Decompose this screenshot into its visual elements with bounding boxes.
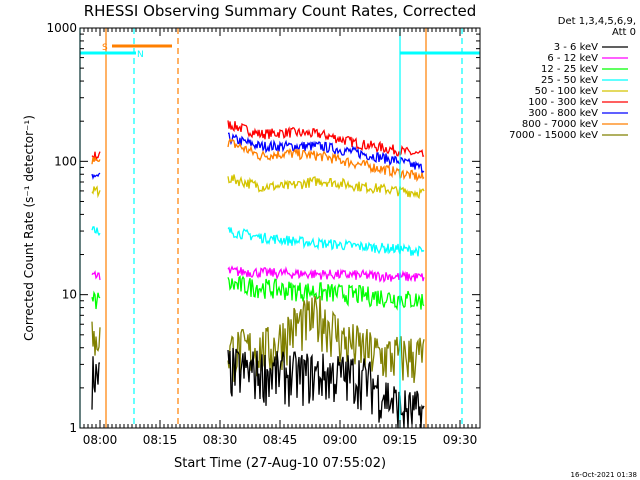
trace-100-300-kev [227,120,425,158]
chart-title: RHESSI Observing Summary Count Rates, Co… [84,2,477,20]
trace-800-7000-kev [227,138,425,183]
data-traces [91,120,425,429]
trace-50-100-kev [227,174,425,200]
legend-entry-label: 300 - 800 keV [528,108,598,119]
y-tick-label: 100 [54,154,77,168]
legend-entry-label: 7000 - 15000 keV [509,130,598,141]
trace-6-12-kev [227,265,425,283]
x-tick-label: 08:45 [263,433,298,447]
trace-7000-15000-kev [91,321,101,356]
trace-25-50-kev [227,226,425,257]
legend-entry-label: 25 - 50 keV [541,75,598,86]
trace-25-50-kev [91,226,101,237]
x-tick-label: 09:15 [383,433,418,447]
trace-3-6-kev [91,356,101,410]
x-axis-label: Start Time (27-Aug-10 07:55:02) [174,456,386,471]
footer-timestamp: 16-Oct-2021 01:38 [571,471,637,479]
legend-entry-label: 800 - 7000 keV [522,119,598,130]
marker-n-label: N [137,50,144,60]
legend-entry-label: 6 - 12 keV [547,53,598,64]
x-tick-label: 08:00 [83,433,118,447]
observing-markers: SN [79,28,480,428]
trace-12-25-kev [227,275,425,311]
legend-entry-label: 50 - 100 keV [535,86,599,97]
y-tick-label: 1000 [46,21,77,35]
x-tick-label: 08:30 [203,433,238,447]
y-axis-label: Corrected Count Rate (s⁻¹ detector⁻¹) [22,115,36,341]
x-tick-label: 09:00 [323,433,358,447]
trace-6-12-kev [91,270,101,281]
trace-300-800-kev [91,172,101,181]
legend-header: Det 1,3,4,5,6,9, [558,16,636,27]
legend-entry-label: 100 - 300 keV [528,97,598,108]
trace-7000-15000-kev [227,295,425,383]
trace-300-800-kev [228,132,425,176]
x-tick-label: 09:30 [443,433,478,447]
trace-12-25-kev [91,290,101,310]
y-tick-label: 10 [62,288,77,302]
x-tick-label: 08:15 [143,433,178,447]
legend-header: Att 0 [612,27,636,38]
trace-50-100-kev [91,185,101,199]
legend-entry-label: 3 - 6 keV [554,42,598,53]
axes: 1 10 100 1000 08:00 08:15 08:30 08:45 09:00 09:15… [46,21,481,447]
trace-800-7000-kev [91,155,101,165]
y-tick-label: 1 [69,421,77,435]
marker-s-label: S [102,43,108,53]
legend-entry-label: 12 - 25 keV [541,64,598,75]
trace-3-6-kev [227,347,425,429]
